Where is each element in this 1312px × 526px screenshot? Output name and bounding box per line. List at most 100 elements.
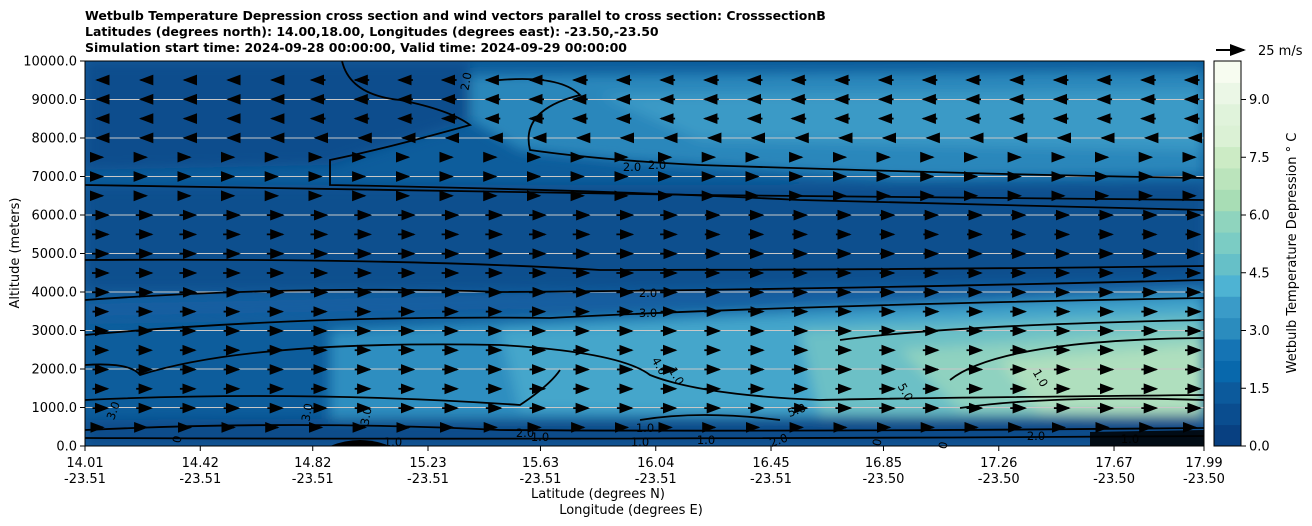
contour-line	[85, 297, 1204, 336]
chart-subtitle-times: Simulation start time: 2024-09-28 00:00:…	[85, 40, 627, 55]
wind-vectors	[89, 74, 1203, 433]
y-tick-label: 4000.0	[32, 286, 78, 301]
x-tick-label-lon: -23.50	[1183, 472, 1225, 487]
y-tick-label: 7000.0	[32, 170, 78, 185]
colorbar-swatch	[1214, 167, 1241, 190]
x-tick-label-lat: 14.82	[294, 456, 331, 471]
x-tick-label-lon: -23.51	[520, 472, 562, 487]
colorbar-swatch	[1214, 403, 1241, 426]
chart-subtitle-coordinates: Latitudes (degrees north): 14.00,18.00, …	[85, 24, 659, 39]
x-tick-label-lat: 17.26	[980, 456, 1017, 471]
x-axis: 14.01-23.5114.42-23.5114.82-23.5115.23-2…	[64, 446, 1225, 487]
colorbar-label: Wetbulb Temperature Depression ° C	[1285, 133, 1300, 374]
colorbar-swatch	[1214, 296, 1241, 319]
x-axis-label-longitude: Longitude (degrees E)	[559, 503, 703, 518]
contour-line	[949, 337, 1204, 381]
x-tick-label-lon: -23.50	[863, 472, 905, 487]
contour-label: 2.0	[516, 426, 534, 440]
contour-label: 2.0	[768, 431, 790, 450]
colorbar-swatch	[1214, 82, 1241, 105]
y-tick-label: 10000.0	[23, 55, 77, 70]
x-tick-label-lat: 16.45	[752, 456, 789, 471]
contour-line	[85, 435, 1204, 440]
y-tick-label: 2000.0	[32, 363, 78, 378]
contour-line	[85, 424, 1204, 432]
contour-label: 0	[936, 440, 951, 450]
x-tick-label-lat: 17.99	[1185, 456, 1222, 471]
contour-label: 2.0	[1027, 429, 1045, 443]
colorbar-tick-label: 9.0	[1249, 93, 1270, 108]
colorbar-swatch	[1214, 146, 1241, 169]
colorbar-swatch	[1214, 103, 1241, 126]
x-tick-label-lon: -23.50	[1093, 472, 1135, 487]
y-tick-label: 1000.0	[32, 401, 78, 416]
contour-line	[959, 397, 1204, 409]
colorbar-swatch	[1214, 232, 1241, 254]
contour-label: 3.0	[639, 306, 657, 320]
contour-label: 5.0	[786, 401, 808, 420]
y-tick-label: 0.0	[56, 440, 77, 455]
x-tick-label-lat: 14.42	[182, 456, 219, 471]
contour-label: 0	[870, 437, 885, 447]
contour-label: 1.0	[1121, 432, 1139, 446]
colorbar-swatch	[1214, 61, 1241, 83]
x-tick-label-lon: -23.51	[635, 472, 677, 487]
colorbar-tick-label: 3.0	[1249, 324, 1270, 339]
y-axis: 0.0 1000.0 2000.0 3000.0 4000.0 5000.0 6000.0 7…	[23, 55, 85, 455]
contour-label: 3.0	[104, 400, 123, 422]
y-tick-label: 3000.0	[32, 324, 78, 339]
y-tick-label: 9000.0	[32, 93, 78, 108]
contour-label: 3.0	[299, 402, 316, 422]
y-tick-label: 8000.0	[32, 132, 78, 147]
x-tick-label-lat: 17.67	[1095, 456, 1132, 471]
colorbar-swatch	[1214, 125, 1241, 148]
colorbar-swatch	[1214, 253, 1241, 276]
contour-label: 1.0	[631, 435, 649, 449]
contour-line	[329, 61, 1204, 211]
colorbar-tick-label: 4.5	[1249, 266, 1270, 281]
contour-label: 2.0	[623, 160, 641, 174]
colorbar-tick-label: 7.5	[1249, 151, 1270, 166]
x-tick-label-lon: -23.51	[64, 472, 106, 487]
contour-label: 2.0	[648, 158, 666, 172]
x-tick-label-lat: 15.23	[409, 456, 446, 471]
colorbar-swatch	[1214, 189, 1241, 212]
quiver-key-label: 25 m/s	[1258, 44, 1303, 59]
colorbar-swatch	[1214, 360, 1241, 383]
x-tick-label-lat: 16.85	[865, 456, 902, 471]
contour-label: 1.0	[531, 430, 549, 444]
contour-line	[85, 343, 1204, 401]
y-tick-label: 5000.0	[32, 247, 78, 262]
quiver-key: 25 m/s	[1216, 44, 1303, 59]
colorbar-tick-label: 0.0	[1249, 440, 1270, 455]
chart-title: Wetbulb Temperature Depression cross sec…	[85, 8, 826, 23]
x-tick-label-lon: -23.51	[179, 472, 221, 487]
y-axis-label: Altitude (meters)	[8, 198, 23, 309]
x-tick-label-lon: -23.51	[407, 472, 449, 487]
contour-label: 2.0	[639, 286, 657, 300]
colorbar-frame	[1213, 60, 1242, 447]
x-tick-label-lon: -23.50	[978, 472, 1020, 487]
x-axis-label-latitude: Latitude (degrees N)	[531, 487, 665, 502]
colorbar-swatch	[1214, 424, 1241, 447]
colorbar: 0.0 1.5 3.0 4.5 6.0 7.5 9.0	[1213, 60, 1270, 455]
colorbar-swatch	[1214, 339, 1241, 361]
y-tick-label: 6000.0	[32, 209, 78, 224]
contour-label: 1.0	[697, 433, 715, 447]
x-tick-label-lat: 15.63	[522, 456, 559, 471]
colorbar-tick-label: 1.5	[1249, 382, 1270, 397]
contour-label: 3.0	[358, 406, 375, 426]
colorbar-swatch	[1214, 210, 1241, 233]
contour-label: 0	[170, 434, 185, 444]
contour-label: 1.0	[636, 421, 654, 435]
x-tick-label-lon: -23.51	[750, 472, 792, 487]
contour-line	[639, 414, 781, 421]
x-tick-label-lat: 14.01	[66, 456, 103, 471]
colorbar-tick-label: 6.0	[1249, 209, 1270, 224]
contour-label: 1.0	[384, 435, 402, 449]
x-tick-label-lon: -23.51	[292, 472, 334, 487]
x-tick-label-lat: 16.04	[637, 456, 674, 471]
contour-label: 2.0	[458, 71, 475, 91]
